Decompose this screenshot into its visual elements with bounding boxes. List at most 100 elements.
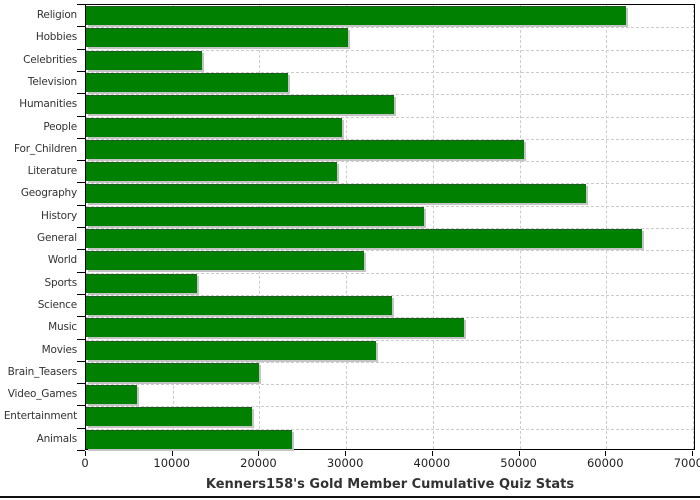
plot-area (85, 4, 695, 450)
bar-science (86, 295, 392, 315)
value-axis-tick-label: 20000 (240, 456, 277, 470)
category-label: General (37, 232, 77, 244)
bottom-border-rule (0, 496, 700, 498)
category-label: Animals (36, 432, 78, 445)
bar-sports (86, 273, 197, 293)
category-axis-tick (77, 450, 85, 451)
horizontal-gridline (86, 361, 694, 363)
value-axis-tick (605, 451, 607, 456)
horizontal-gridline (86, 384, 694, 386)
category-axis-tick (77, 116, 85, 117)
horizontal-gridline (86, 49, 694, 51)
horizontal-gridline (86, 228, 694, 229)
bar-celebrities (86, 50, 203, 70)
horizontal-gridline (86, 183, 694, 185)
bar-general (86, 229, 642, 248)
value-axis-tick-label: 40000 (413, 456, 451, 470)
value-axis-tick (345, 451, 347, 456)
bar-world (86, 251, 365, 271)
category-label: Literature (27, 165, 78, 178)
value-axis-tick (171, 451, 173, 456)
category-axis-tick (77, 339, 85, 340)
horizontal-gridline (86, 406, 694, 408)
horizontal-gridline (86, 27, 694, 29)
category-label: People (43, 120, 77, 133)
category-label: Science (37, 298, 78, 311)
category-label: Geography (20, 187, 77, 200)
horizontal-gridline (86, 116, 694, 118)
bar-people (86, 117, 342, 137)
category-label: Sports (44, 276, 78, 289)
category-axis-tick (77, 383, 85, 384)
horizontal-gridline (86, 294, 694, 296)
bar-literature (86, 162, 338, 182)
category-label: Brain_Teasers (7, 365, 78, 378)
category-label: Video_Games (7, 388, 77, 401)
horizontal-gridline (86, 94, 694, 96)
bar-history (86, 206, 425, 226)
category-axis-tick (77, 26, 85, 27)
category-label: Humanities (19, 98, 77, 111)
category-axis-tick (77, 316, 85, 317)
category-label: For_Children (14, 142, 77, 155)
category-label: Television (27, 75, 77, 88)
vertical-gridline (259, 5, 261, 449)
vertical-gridline (432, 5, 434, 449)
bar-video_games (86, 385, 137, 405)
bar-television (86, 72, 288, 92)
bar-hobbies (86, 28, 348, 48)
category-label: Celebrities (23, 53, 77, 66)
horizontal-gridline (86, 138, 694, 140)
horizontal-gridline (86, 205, 694, 207)
category-axis-tick (77, 182, 85, 183)
bar-geography (86, 184, 587, 204)
vertical-gridline (606, 5, 608, 449)
horizontal-gridline (86, 250, 694, 252)
horizontal-gridline (86, 272, 694, 274)
category-label: Movies (41, 343, 78, 356)
bar-religion (86, 6, 627, 25)
horizontal-gridline (86, 317, 694, 319)
category-label: Music (48, 321, 77, 334)
value-axis-tick (431, 451, 433, 456)
category-axis-tick (77, 71, 85, 72)
bar-humanities (86, 95, 395, 115)
vertical-gridline (519, 5, 521, 449)
value-axis-tick-label: 10000 (153, 456, 190, 470)
value-axis-tick (85, 451, 86, 456)
category-axis-tick (77, 361, 85, 362)
bar-animals (86, 429, 292, 449)
chart-title: Kenners158's Gold Member Cumulative Quiz… (205, 477, 575, 492)
category-axis-tick (77, 428, 85, 429)
value-axis-tick (518, 451, 520, 456)
bar-music (86, 318, 465, 338)
value-axis-tick (692, 451, 693, 456)
horizontal-gridline (86, 71, 694, 73)
category-axis-tick (77, 272, 85, 273)
horizontal-gridline (86, 339, 694, 341)
value-axis-tick-label: 50000 (500, 456, 537, 470)
category-axis-tick (77, 249, 85, 250)
category-label: Entertainment (3, 410, 77, 423)
bar-brain_teasers (86, 362, 259, 382)
category-axis-tick (77, 49, 85, 50)
value-axis-tick-label: 0 (81, 456, 89, 470)
category-label: World (47, 254, 77, 267)
value-axis-tick (258, 451, 260, 456)
category-label: Religion (36, 9, 77, 21)
category-axis-tick (77, 294, 85, 295)
vertical-gridline (346, 5, 348, 449)
category-axis-tick (77, 138, 85, 139)
vertical-gridline (693, 5, 694, 449)
value-axis-tick-label: 70000 (673, 456, 700, 470)
horizontal-gridline (86, 428, 694, 430)
horizontal-gridline (86, 161, 694, 163)
category-axis-tick (77, 93, 85, 94)
bar-for_children (86, 139, 524, 159)
category-label: History (41, 209, 77, 222)
vertical-gridline (172, 5, 174, 449)
category-axis-tick (77, 405, 85, 406)
category-axis-tick (77, 227, 85, 228)
category-axis-tick (77, 4, 85, 5)
